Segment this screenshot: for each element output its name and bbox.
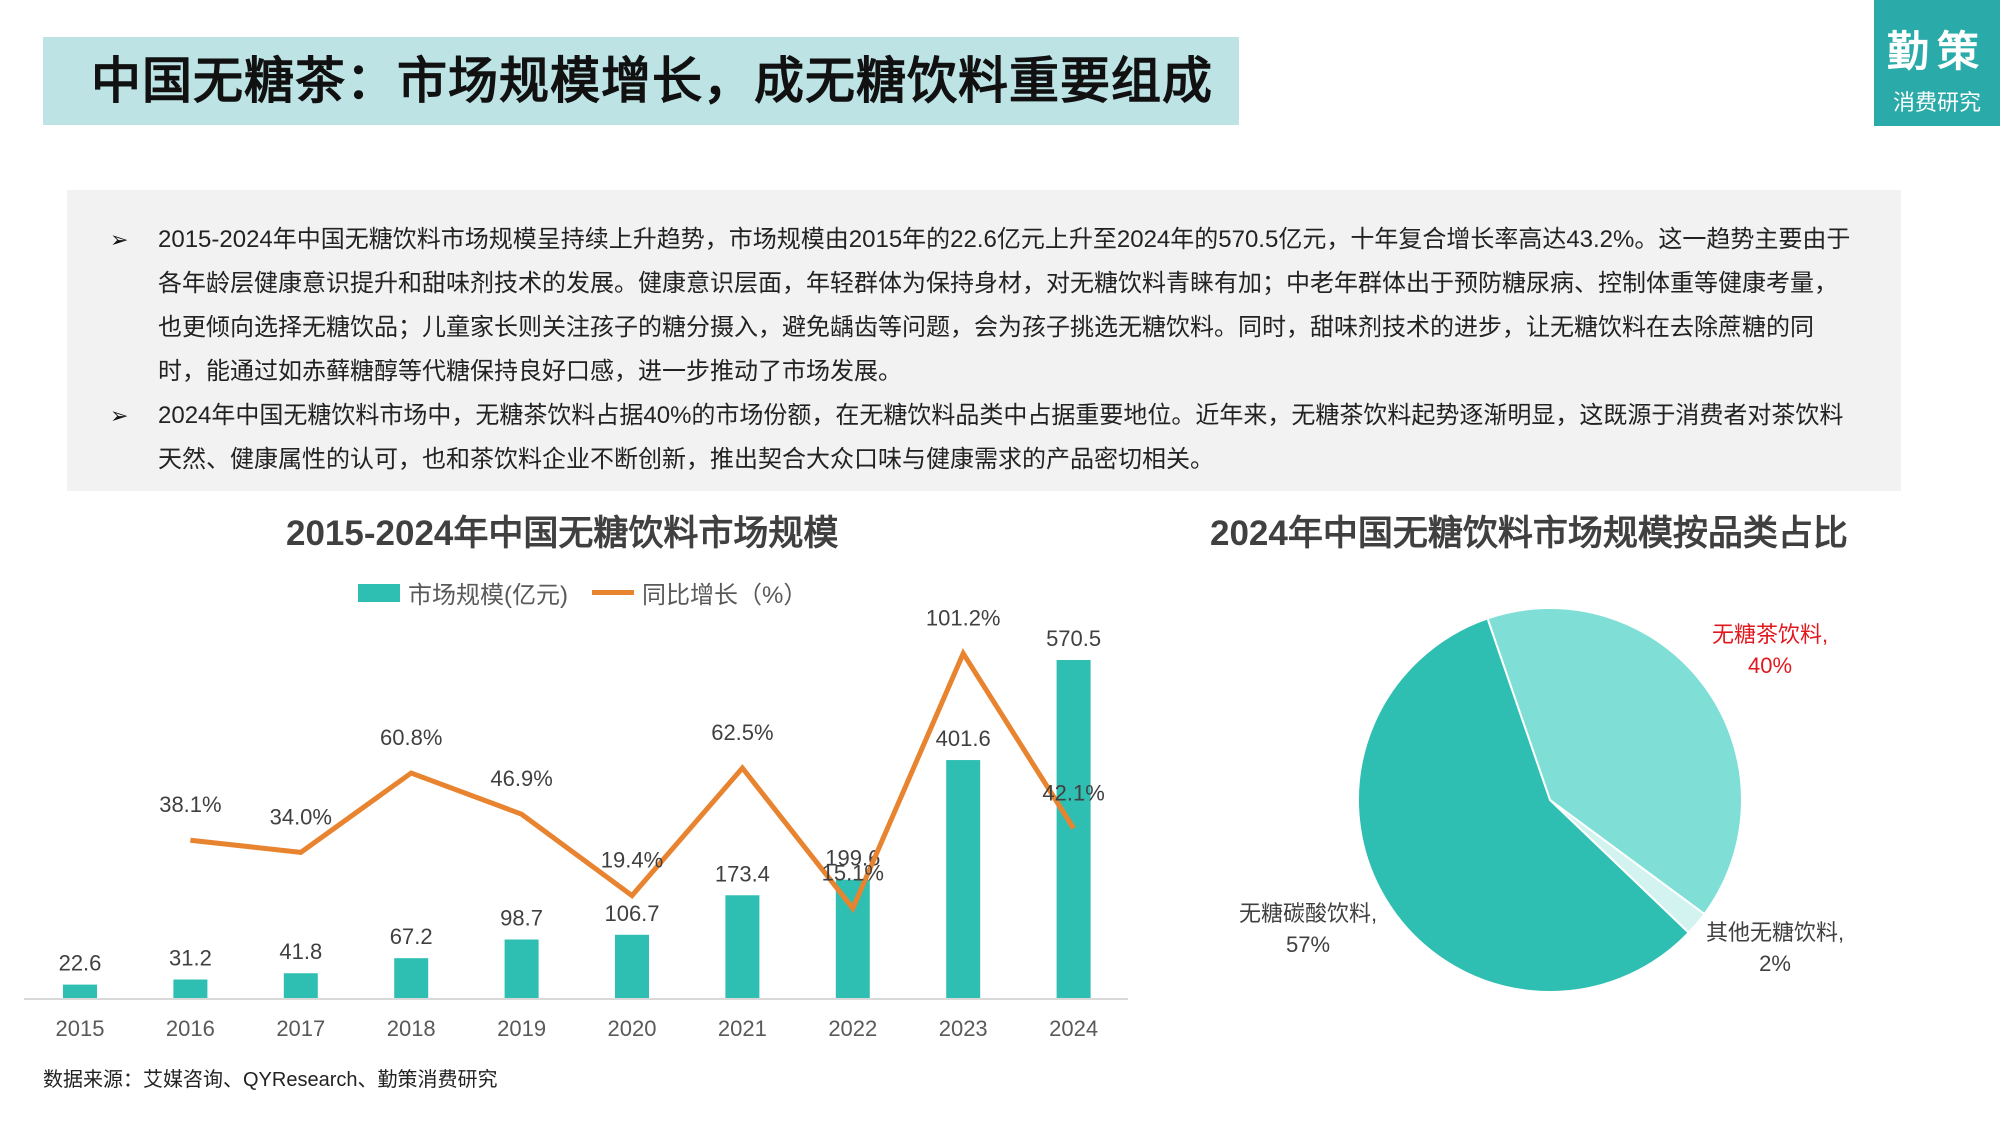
x-tick-label: 2015	[56, 1016, 105, 1040]
bar-2018	[394, 958, 429, 998]
bar-chart-legend: 市场规模(亿元) 同比增长（%）	[358, 575, 807, 610]
bar-line-chart: 22.6 2015 31.2 2016 41.8 2017 67.2 2018 98.7 2019…	[24, 605, 1128, 1040]
pie-label-percent: 40%	[1748, 653, 1792, 678]
bar-value-label: 570.5	[1046, 626, 1101, 651]
line-value-label: 15.1%	[822, 860, 884, 885]
logo-main-text: 勤策	[1886, 27, 1987, 76]
arrow-bullet-icon: ➢	[110, 227, 129, 252]
bar-2017	[283, 973, 318, 998]
bar-value-label: 31.2	[169, 946, 212, 971]
growth-line	[190, 648, 1076, 914]
line-value-label: 62.5%	[711, 720, 773, 745]
arrow-bullet-icon: ➢	[110, 403, 129, 428]
line-value-label: 38.1%	[159, 792, 221, 817]
pie-label-percent: 57%	[1286, 932, 1330, 957]
line-value-label: 46.9%	[490, 766, 552, 791]
summary-text: 2024年中国无糖饮料市场中，无糖茶饮料占据40%的市场份额，在无糖饮料品类中占…	[158, 402, 1844, 473]
pie-slice	[1486, 607, 1743, 916]
line-value-label: 101.2%	[926, 605, 1001, 630]
bar-2021	[725, 895, 760, 998]
bar-chart-title: 2015-2024年中国无糖饮料市场规模	[286, 514, 839, 553]
pie-slice	[1357, 617, 1691, 993]
summary-item: ➢ 2015-2024年中国无糖饮料市场规模呈持续上升趋势，市场规模由2015年…	[67, 218, 1901, 394]
bar-2019	[504, 939, 539, 998]
bar-2024	[1056, 659, 1091, 998]
bar-value-label: 67.2	[390, 924, 433, 949]
x-tick-label: 2017	[276, 1016, 325, 1040]
pie-chart-title: 2024年中国无糖饮料市场规模按品类占比	[1210, 514, 1848, 553]
line-value-label: 42.1%	[1042, 780, 1104, 805]
bar-value-label: 22.6	[59, 951, 102, 976]
legend-line-label: 同比增长（%）	[641, 582, 808, 609]
pie-chart: 无糖茶饮料, 40% 其他无糖饮料, 2% 无糖碳酸饮料, 57%	[1239, 607, 1844, 993]
logo-sub-text: 消费研究	[1892, 90, 1981, 115]
x-tick-label: 2021	[718, 1016, 767, 1040]
x-tick-label: 2023	[939, 1016, 988, 1040]
bar-2015	[63, 984, 97, 998]
page-title: 中国无糖茶：市场规模增长，成无糖饮料重要组成	[91, 53, 1213, 109]
summary-panel: ➢ 2015-2024年中国无糖饮料市场规模呈持续上升趋势，市场规模由2015年…	[67, 190, 1901, 491]
pie-label-percent: 2%	[1759, 951, 1791, 976]
x-tick-label: 2016	[166, 1016, 215, 1040]
bar-2016	[173, 979, 208, 998]
summary-text: 2015-2024年中国无糖饮料市场规模呈持续上升趋势，市场规模由2015年的2…	[158, 226, 1851, 385]
data-source: 数据来源：艾媒咨询、QYResearch、勤策消费研究	[43, 1069, 498, 1091]
x-tick-label: 2024	[1049, 1016, 1098, 1040]
legend-bar-swatch	[358, 583, 400, 602]
line-value-label: 34.0%	[270, 804, 332, 829]
x-tick-label: 2018	[387, 1016, 436, 1040]
brand-logo: 勤策 消费研究	[1874, 0, 2000, 126]
bar-value-label: 41.8	[279, 939, 322, 964]
line-value-label: 60.8%	[380, 725, 442, 750]
bar-value-label: 401.6	[936, 726, 991, 751]
bar-value-label: 98.7	[500, 906, 543, 931]
legend-line-swatch	[591, 590, 634, 595]
bar-2022	[835, 879, 870, 998]
bar-value-label: 106.7	[604, 901, 659, 926]
bar-2020	[615, 934, 649, 998]
pie-label-name: 无糖碳酸饮料,	[1239, 901, 1377, 926]
pie-label-name: 其他无糖饮料,	[1706, 920, 1844, 945]
pie-label-name: 无糖茶饮料,	[1712, 622, 1828, 647]
legend-bar-label: 市场规模(亿元)	[408, 582, 568, 609]
summary-list: ➢ 2015-2024年中国无糖饮料市场规模呈持续上升趋势，市场规模由2015年…	[67, 218, 1901, 482]
x-tick-label: 2022	[828, 1016, 877, 1040]
bar-2023	[946, 760, 981, 998]
summary-item: ➢ 2024年中国无糖饮料市场中，无糖茶饮料占据40%的市场份额，在无糖饮料品类…	[67, 394, 1901, 482]
x-tick-label: 2019	[497, 1016, 546, 1040]
x-tick-label: 2020	[608, 1016, 657, 1040]
title-bar: 中国无糖茶：市场规模增长，成无糖饮料重要组成	[43, 37, 1239, 125]
line-value-label: 19.4%	[601, 848, 663, 873]
bar-value-label: 173.4	[715, 861, 770, 886]
